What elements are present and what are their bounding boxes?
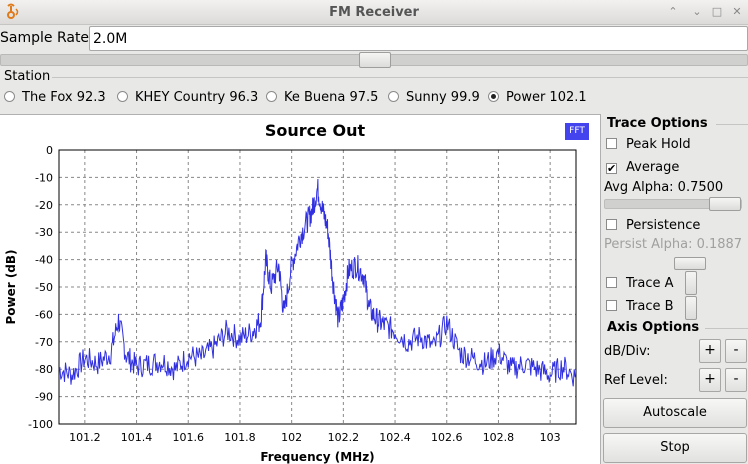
checkbox-checked-icon[interactable]: ✔ <box>606 162 617 175</box>
x-tick-label: 102.2 <box>328 431 360 444</box>
y-tick-label: 0 <box>46 144 53 157</box>
station-radio-khey-country[interactable]: KHEY Country 96.3 <box>117 90 258 106</box>
maximize-icon[interactable]: □ <box>711 5 723 18</box>
checkbox-icon[interactable] <box>606 300 617 311</box>
station-group-title: Station <box>4 69 51 84</box>
axis-options-title: Axis Options <box>607 320 700 335</box>
plot-title: Source Out <box>264 121 366 140</box>
x-tick-label: 101.4 <box>121 431 153 444</box>
y-tick-label: -70 <box>35 336 53 349</box>
station-divider <box>52 77 748 78</box>
radio-button-icon[interactable] <box>266 91 277 102</box>
avg-alpha-slider-track[interactable] <box>604 199 742 209</box>
title-bar: FM Receiver ⌃ ⌄ □ ✕ <box>0 0 748 25</box>
y-tick-label: -30 <box>35 226 53 239</box>
trace-a-label: Trace A <box>626 276 674 291</box>
radio-button-icon[interactable] <box>117 91 128 102</box>
peak-hold-checkbox[interactable]: Peak Hold <box>606 137 691 153</box>
ref-level-minus-button[interactable]: - <box>725 368 747 392</box>
y-tick-label: -10 <box>35 171 53 184</box>
trace-b-label: Trace B <box>626 299 674 314</box>
station-radio-label: Power 102.1 <box>506 90 587 105</box>
station-radio-sunny[interactable]: Sunny 99.9 <box>388 90 480 106</box>
trace-b-color-handle[interactable] <box>685 296 697 320</box>
x-tick-label: 102 <box>281 431 302 444</box>
y-tick-label: -20 <box>35 199 53 212</box>
window-title: FM Receiver <box>329 5 419 20</box>
db-div-plus-button[interactable]: + <box>699 339 721 363</box>
y-tick-label: -80 <box>35 363 53 376</box>
radio-button-icon[interactable] <box>388 91 399 102</box>
y-tick-label: -50 <box>35 281 53 294</box>
plot-grid <box>59 149 576 425</box>
trace-a-checkbox[interactable]: Trace A <box>606 276 674 292</box>
checkbox-icon[interactable] <box>606 277 617 288</box>
ref-level-label: Ref Level: <box>604 373 668 388</box>
x-tick-labels: 101.2 101.4 101.6 101.8 102 102.2 102.4 102.6 10… <box>69 431 561 444</box>
peak-hold-label: Peak Hold <box>626 137 691 152</box>
persistence-label: Persistence <box>626 218 701 233</box>
trace-b-checkbox[interactable]: Trace B <box>606 299 674 315</box>
avg-alpha-slider-handle[interactable] <box>709 197 741 211</box>
spectrum-trace <box>58 178 577 387</box>
average-label: Average <box>626 160 680 175</box>
stop-button[interactable]: Stop <box>603 433 747 463</box>
trace-options-divider <box>716 124 748 125</box>
sample-rate-label: Sample Rate: <box>0 30 94 46</box>
db-div-minus-button[interactable]: - <box>725 339 747 363</box>
station-radio-the-fox[interactable]: The Fox 92.3 <box>4 90 106 106</box>
station-radio-ke-buena[interactable]: Ke Buena 97.5 <box>266 90 378 106</box>
x-tick-label: 101.2 <box>69 431 101 444</box>
autoscale-button[interactable]: Autoscale <box>603 398 747 428</box>
station-radio-label: The Fox 92.3 <box>22 90 106 105</box>
ref-level-plus-button[interactable]: + <box>699 368 721 392</box>
app-radio-icon <box>7 3 19 19</box>
axis-options-divider <box>705 328 748 329</box>
radio-button-icon[interactable] <box>4 91 15 102</box>
persist-alpha-label: Persist Alpha: 0.1887 <box>604 237 743 252</box>
trace-a-color-handle[interactable] <box>685 271 697 295</box>
fft-plot[interactable]: 0-10-20-30-40-50-60-70-80-90-100 101.2 10… <box>0 114 601 464</box>
sample-rate-slider-handle[interactable] <box>359 52 391 68</box>
minimize-icon[interactable]: ⌄ <box>692 5 702 18</box>
station-radio-label: KHEY Country 96.3 <box>135 90 259 105</box>
y-axis-label: Power (dB) <box>4 249 18 324</box>
y-tick-labels: 0 -10 -20 -30 -40 -50 -60 -70 -80 -90 -100 <box>28 144 53 431</box>
persistence-checkbox[interactable]: Persistence <box>606 218 700 234</box>
fft-plot-panel <box>0 114 601 464</box>
checkbox-icon[interactable] <box>606 138 617 149</box>
persist-alpha-slider-handle[interactable] <box>674 257 706 270</box>
station-radio-label: Sunny 99.9 <box>406 90 480 105</box>
y-tick-label: -40 <box>35 254 53 267</box>
y-tick-label: -60 <box>35 308 53 321</box>
y-tick-label: -90 <box>35 391 53 404</box>
x-tick-label: 101.6 <box>173 431 205 444</box>
x-tick-label: 102.6 <box>431 431 463 444</box>
x-tick-label: 102.8 <box>483 431 515 444</box>
average-checkbox[interactable]: ✔ Average <box>606 160 679 176</box>
avg-alpha-label: Avg Alpha: 0.7500 <box>604 180 724 195</box>
trace-options-title: Trace Options <box>607 116 708 131</box>
db-div-label: dB/Div: <box>604 344 651 359</box>
fft-badge: FFT <box>565 123 589 140</box>
y-tick-label: -100 <box>28 418 53 431</box>
radio-button-checked-icon[interactable] <box>488 91 499 102</box>
station-radio-label: Ke Buena 97.5 <box>284 90 379 105</box>
x-tick-label: 101.8 <box>224 431 256 444</box>
station-radio-power[interactable]: Power 102.1 <box>488 90 587 106</box>
shade-up-icon[interactable]: ⌃ <box>668 5 678 18</box>
x-axis-label: Frequency (MHz) <box>260 450 374 464</box>
plot-area-border <box>58 149 577 425</box>
checkbox-icon[interactable] <box>606 219 617 230</box>
x-tick-label: 102.4 <box>379 431 411 444</box>
x-tick-label: 103 <box>540 431 561 444</box>
sample-rate-input[interactable] <box>89 26 748 51</box>
close-icon[interactable]: ✕ <box>732 5 742 18</box>
